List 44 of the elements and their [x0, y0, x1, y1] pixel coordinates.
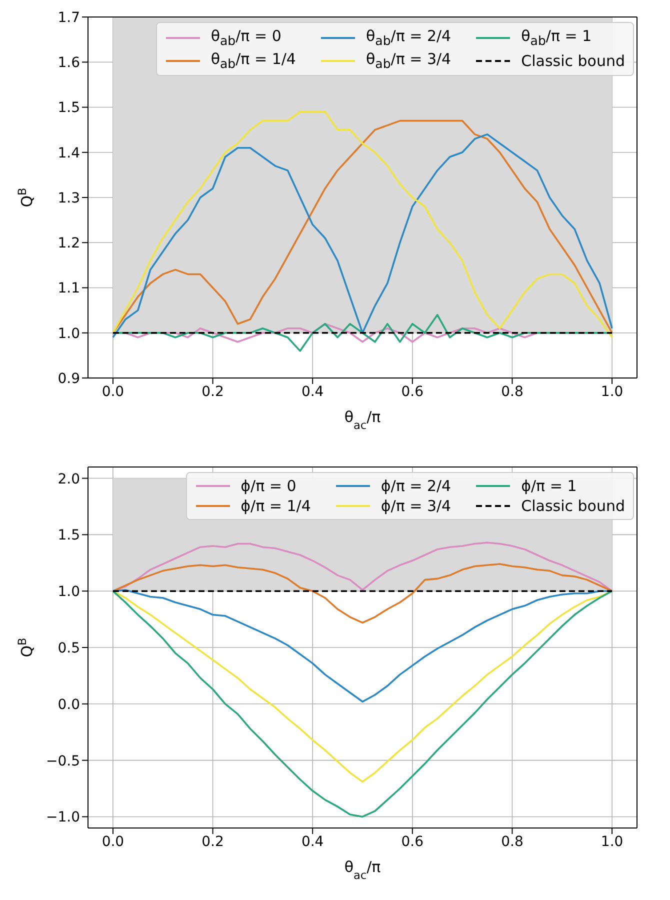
legend-label: θ$_{ab}$/π = 0 — [210, 27, 282, 48]
x-tick-label: 0.6 — [401, 384, 424, 400]
x-tick-label: 1.0 — [600, 384, 624, 400]
x-axis-title: θ$_{ac}$/π — [344, 858, 381, 882]
y-tick-label: 0.5 — [58, 640, 80, 656]
line-series — [112, 563, 613, 624]
x-tick-label: 0.6 — [401, 834, 424, 850]
x-axis-title: θ$_{ac}$/π — [344, 408, 381, 432]
legend-label: ϕ/π = 2/4 — [380, 477, 452, 495]
y-tick-label: 1.4 — [58, 145, 80, 162]
y-tick-label: 1.0 — [58, 584, 80, 600]
legend-label: θ$_{ab}$/π = 1 — [521, 27, 592, 48]
line-series — [112, 590, 613, 818]
y-tick-label: 1.7 — [58, 10, 80, 26]
y-tick-label: 1.2 — [58, 236, 80, 252]
legend-label: ϕ/π = 1 — [521, 477, 577, 495]
y-tick-label: 2.0 — [58, 471, 80, 488]
legend-label: θ$_{ab}$/π = 3/4 — [366, 50, 452, 71]
legend-label: Classic bound — [521, 52, 625, 70]
y-tick-label: 0.0 — [58, 696, 80, 713]
x-tick-label: 0.8 — [501, 834, 524, 850]
y-tick-label: 1.5 — [58, 528, 80, 544]
y-tick-label: 1.3 — [58, 190, 80, 206]
y-tick-label: −1.0 — [46, 810, 80, 826]
x-tick-label: 0.0 — [102, 834, 124, 850]
y-tick-label: −0.5 — [46, 753, 80, 770]
legend-label: θ$_{ab}$/π = 1/4 — [210, 50, 296, 71]
y-tick-label: 1.0 — [58, 326, 80, 342]
y-tick-label: 1.1 — [58, 280, 80, 297]
legend-label: ϕ/π = 0 — [240, 477, 296, 495]
legend-label: Classic bound — [521, 497, 625, 515]
x-tick-label: 1.0 — [600, 834, 624, 850]
legend-label: ϕ/π = 3/4 — [380, 497, 452, 515]
legend-label: ϕ/π = 1/4 — [240, 497, 311, 515]
x-tick-label: 0.4 — [301, 384, 324, 400]
y-tick-label: 1.5 — [58, 100, 80, 116]
x-tick-label: 0.8 — [501, 384, 524, 400]
x-tick-label: 0.4 — [301, 834, 324, 850]
x-tick-label: 0.2 — [202, 384, 224, 400]
y-tick-label: 0.9 — [58, 370, 80, 387]
legend-label: θ$_{ab}$/π = 2/4 — [366, 27, 452, 48]
y-tick-label: 1.6 — [58, 55, 80, 72]
x-tick-label: 0.0 — [102, 384, 124, 400]
x-tick-label: 0.2 — [202, 834, 224, 850]
